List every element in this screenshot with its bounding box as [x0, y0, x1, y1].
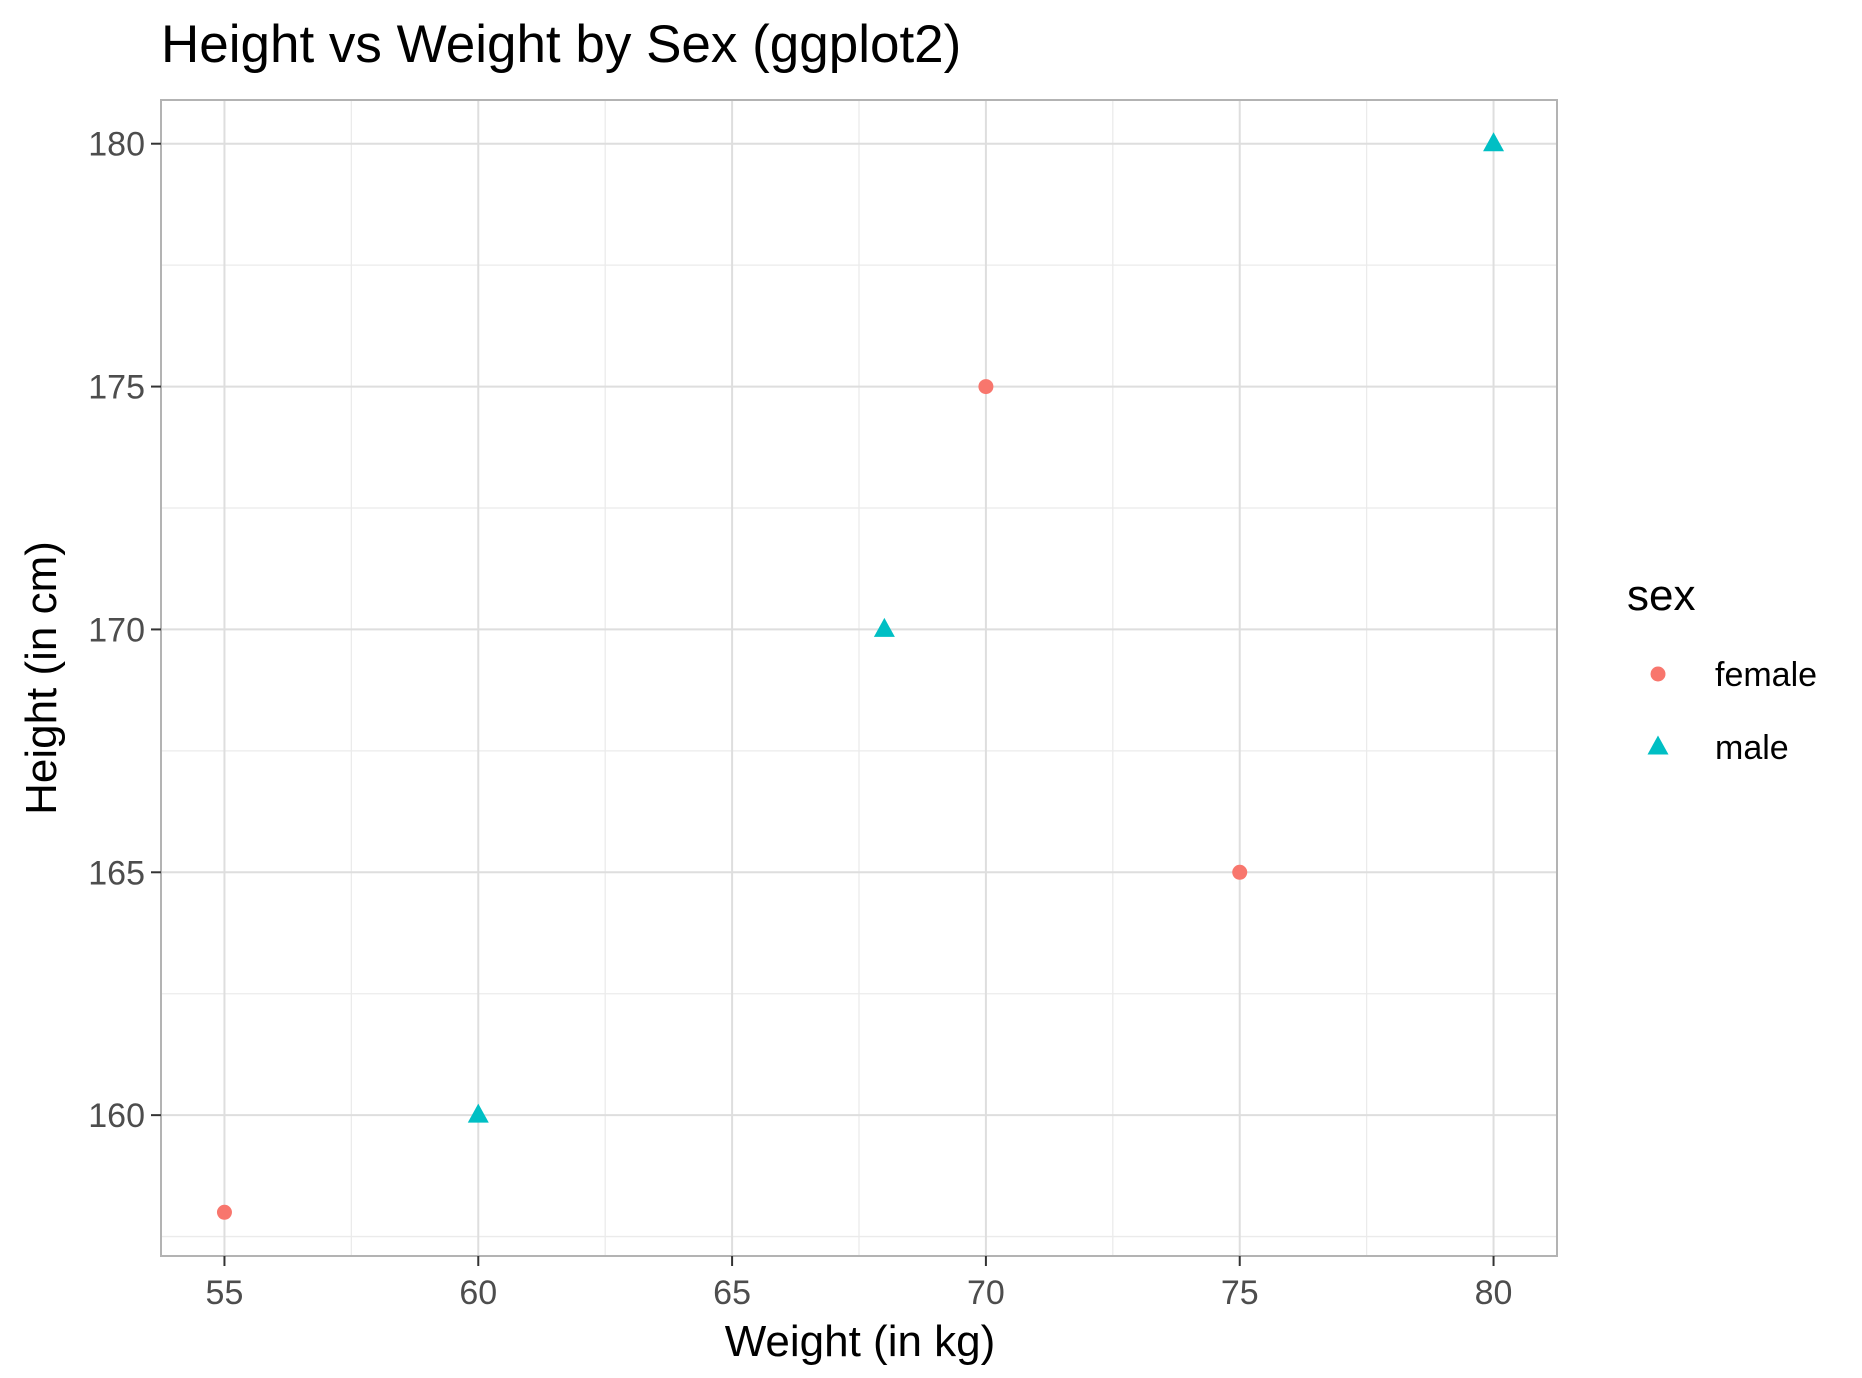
y-tick-label: 170	[88, 611, 145, 649]
x-tick-label: 65	[713, 1274, 751, 1312]
legend-items: female male	[1647, 656, 1817, 767]
data-point-male	[1483, 132, 1505, 152]
data-points	[216, 132, 1505, 1220]
data-point-male	[467, 1103, 489, 1123]
data-point-female	[1232, 864, 1248, 880]
x-tick-label: 75	[1221, 1274, 1259, 1312]
y-tick-label: 175	[88, 369, 145, 407]
x-tick-label: 55	[206, 1274, 244, 1312]
legend-title: sex	[1627, 571, 1695, 620]
y-tick-label: 160	[88, 1097, 145, 1135]
data-point-male	[873, 617, 895, 637]
chart-title: Height vs Weight by Sex (ggplot2)	[161, 15, 961, 74]
x-tick-label: 60	[459, 1274, 497, 1312]
y-tick-label: 180	[88, 126, 145, 164]
legend: sex female male	[1627, 571, 1817, 767]
y-axis-title: Height (in cm)	[17, 541, 66, 815]
plot-panel	[160, 99, 1558, 1257]
x-tick-label: 70	[967, 1274, 1005, 1312]
legend-key-male	[1647, 735, 1669, 755]
legend-label-female: female	[1715, 656, 1817, 694]
x-axis-title: Weight (in kg)	[725, 1317, 996, 1366]
axis-ticks: 55 60 65 70 75 80 160 165 170 175 180	[88, 126, 1512, 1312]
x-tick-label: 80	[1475, 1274, 1513, 1312]
legend-key-female	[1650, 666, 1666, 682]
data-point-female	[216, 1204, 232, 1220]
data-point-female	[978, 379, 994, 395]
y-tick-label: 165	[88, 854, 145, 892]
panel-border	[160, 99, 1558, 1257]
legend-label-male: male	[1715, 729, 1789, 767]
